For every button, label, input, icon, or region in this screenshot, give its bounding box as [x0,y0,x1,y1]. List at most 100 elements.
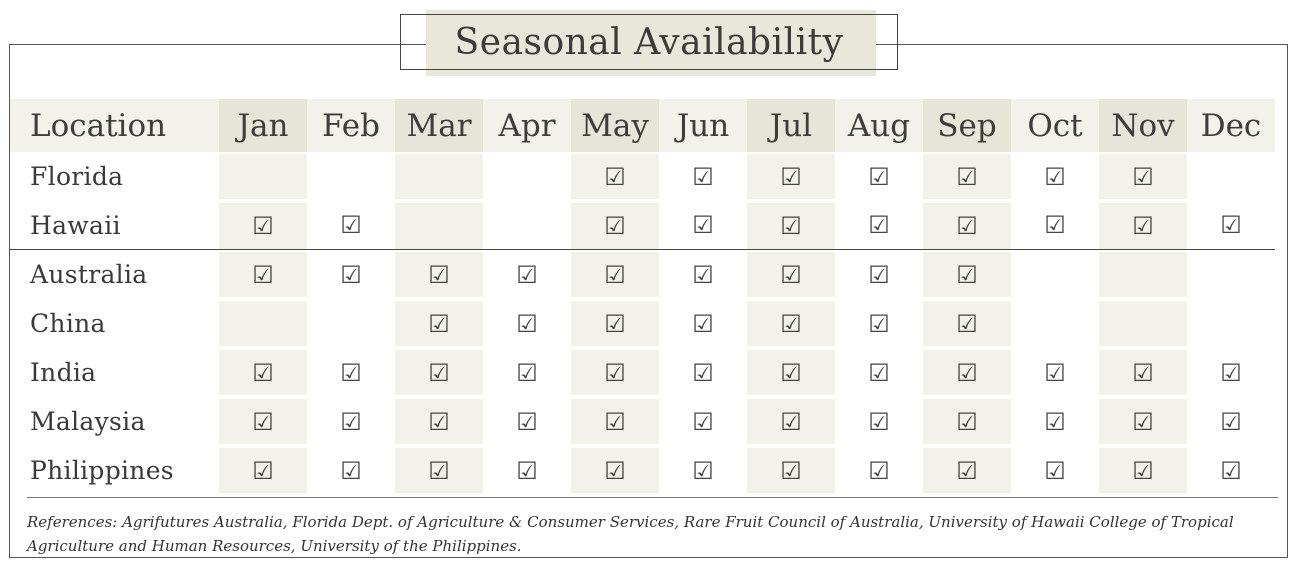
title-box: Seasonal Availability [400,14,898,70]
checkbox-checked-icon: ☑ [340,407,362,436]
availability-cell [395,201,483,250]
checkbox-checked-icon: ☑ [428,260,450,289]
checkbox-checked-icon: ☑ [692,407,714,436]
checkbox-checked-icon: ☑ [604,162,626,191]
month-header-jul: Jul [747,99,835,152]
table-row: Australia ☑ ☑ ☑ ☑ ☑ ☑ ☑ ☑ ☑ [10,250,1275,299]
availability-cell: ☑ [395,397,483,446]
checkbox-checked-icon: ☑ [604,456,626,485]
availability-cell: ☑ [571,250,659,299]
availability-cell: ☑ [483,250,571,299]
availability-cell [219,299,307,348]
availability-cell: ☑ [1099,446,1187,495]
availability-cell: ☑ [923,397,1011,446]
availability-cell [1011,299,1099,348]
checkbox-checked-icon: ☑ [1044,456,1066,485]
availability-cell [483,201,571,250]
checkbox-checked-icon: ☑ [868,456,890,485]
checkbox-checked-icon: ☑ [868,260,890,289]
table-row: Philippines ☑ ☑ ☑ ☑ ☑ ☑ ☑ ☑ ☑ ☑ ☑ ☑ [10,446,1275,495]
title-backdrop [426,10,876,76]
month-header-oct: Oct [1011,99,1099,152]
checkbox-checked-icon: ☑ [516,456,538,485]
checkbox-checked-icon: ☑ [1044,211,1066,239]
availability-cell: ☑ [659,250,747,299]
checkbox-checked-icon: ☑ [340,211,362,239]
checkbox-checked-icon: ☑ [780,309,802,338]
location-label: Australia [30,260,148,289]
checkbox-checked-icon: ☑ [516,309,538,338]
availability-cell [307,152,395,201]
checkbox-checked-icon: ☑ [1132,358,1154,387]
checkbox-checked-icon: ☑ [780,260,802,289]
checkbox-checked-icon: ☑ [340,260,362,289]
location-label: Malaysia [30,407,146,436]
checkbox-checked-icon: ☑ [956,407,978,436]
checkbox-checked-icon: ☑ [428,407,450,436]
availability-cell: ☑ [659,446,747,495]
availability-cell [1187,250,1275,299]
availability-cell [1011,250,1099,299]
availability-cell: ☑ [219,397,307,446]
availability-cell: ☑ [1099,348,1187,397]
availability-cell [1099,299,1187,348]
table-row: India ☑ ☑ ☑ ☑ ☑ ☑ ☑ ☑ ☑ ☑ ☑ ☑ [10,348,1275,397]
availability-cell: ☑ [747,348,835,397]
availability-cell: ☑ [1011,152,1099,201]
month-header-dec: Dec [1187,99,1275,152]
availability-cell: ☑ [571,446,659,495]
availability-cell: ☑ [923,299,1011,348]
availability-cell: ☑ [483,397,571,446]
location-label: China [30,309,106,338]
availability-cell: ☑ [1187,201,1275,250]
checkbox-checked-icon: ☑ [692,260,714,289]
availability-cell: ☑ [835,299,923,348]
availability-cell: ☑ [923,201,1011,250]
checkbox-checked-icon: ☑ [956,212,978,240]
availability-cell: ☑ [835,250,923,299]
table-body: Florida ☑ ☑ ☑ ☑ ☑ ☑ ☑ Hawaii ☑ ☑ ☑ ☑ ☑ ☑ ☑ ☑ ☑ ☑ Australia ☑… [10,152,1275,495]
checkbox-checked-icon: ☑ [1044,407,1066,436]
checkbox-checked-icon: ☑ [1132,212,1154,240]
checkbox-checked-icon: ☑ [1132,456,1154,485]
checkbox-checked-icon: ☑ [604,407,626,436]
references-text: References: Agrifutures Australia, Flori… [27,513,1234,555]
month-header-feb: Feb [307,99,395,152]
checkbox-checked-icon: ☑ [868,358,890,387]
availability-table: Location Jan Feb Mar Apr May Jun Jul Aug Sep Oct N… [10,99,1275,495]
availability-cell: ☑ [1011,348,1099,397]
checkbox-checked-icon: ☑ [604,212,626,240]
availability-cell: ☑ [835,201,923,250]
page-title: Seasonal Availability [454,21,844,63]
availability-cell: ☑ [747,446,835,495]
table-row: Malaysia ☑ ☑ ☑ ☑ ☑ ☑ ☑ ☑ ☑ ☑ ☑ ☑ [10,397,1275,446]
checkbox-checked-icon: ☑ [956,162,978,191]
availability-cell: ☑ [1011,397,1099,446]
checkbox-checked-icon: ☑ [692,358,714,387]
availability-cell: ☑ [571,152,659,201]
table-row: Florida ☑ ☑ ☑ ☑ ☑ ☑ ☑ [10,152,1275,201]
availability-cell [483,152,571,201]
availability-cell: ☑ [1187,446,1275,495]
availability-cell: ☑ [923,250,1011,299]
availability-cell: ☑ [659,299,747,348]
checkbox-checked-icon: ☑ [340,456,362,485]
availability-cell: ☑ [307,348,395,397]
availability-cell: ☑ [659,152,747,201]
availability-cell: ☑ [1011,446,1099,495]
availability-cell: ☑ [747,152,835,201]
availability-cell [1187,152,1275,201]
checkbox-checked-icon: ☑ [780,456,802,485]
checkbox-checked-icon: ☑ [692,162,714,191]
checkbox-checked-icon: ☑ [868,309,890,338]
month-header-aug: Aug [835,99,923,152]
availability-cell: ☑ [219,201,307,250]
month-header-jan: Jan [219,99,307,152]
availability-cell: ☑ [219,250,307,299]
availability-cell: ☑ [307,446,395,495]
checkbox-checked-icon: ☑ [780,358,802,387]
table-row: Hawaii ☑ ☑ ☑ ☑ ☑ ☑ ☑ ☑ ☑ ☑ [10,201,1275,250]
month-header-mar: Mar [395,99,483,152]
checkbox-checked-icon: ☑ [252,260,274,289]
availability-cell: ☑ [747,250,835,299]
